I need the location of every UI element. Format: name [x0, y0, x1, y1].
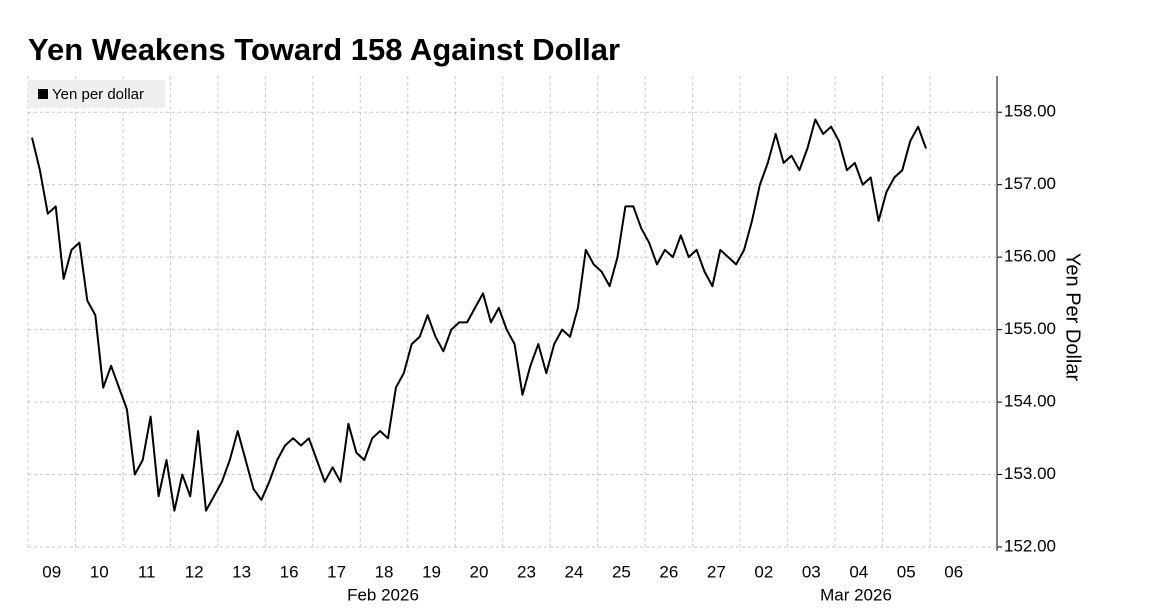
- x-tick-label: 26: [659, 562, 678, 581]
- x-tick-label: 09: [42, 562, 61, 581]
- legend-box: [28, 80, 165, 108]
- x-tick-label: 12: [185, 562, 204, 581]
- y-axis-label: Yen Per Dollar: [1062, 253, 1084, 382]
- x-tick-label: 16: [280, 562, 299, 581]
- y-tick-label: 158.00: [1004, 102, 1056, 121]
- x-tick-label: 06: [944, 562, 963, 581]
- y-tick-label: 156.00: [1004, 247, 1056, 266]
- y-tick-label: 157.00: [1004, 174, 1056, 193]
- x-tick-label: 18: [375, 562, 394, 581]
- x-tick-label: 24: [564, 562, 583, 581]
- y-tick-label: 152.00: [1004, 536, 1056, 555]
- x-tick-label: 13: [232, 562, 251, 581]
- x-tick-label: 05: [897, 562, 916, 581]
- month-label: Feb 2026: [347, 585, 419, 603]
- y-tick-label: 153.00: [1004, 464, 1056, 483]
- x-tick-label: 19: [422, 562, 441, 581]
- x-tick-label: 23: [517, 562, 536, 581]
- x-tick-label: 10: [90, 562, 109, 581]
- x-tick-label: 02: [754, 562, 773, 581]
- y-tick-label: 155.00: [1004, 319, 1056, 338]
- y-tick-label: 154.00: [1004, 392, 1056, 411]
- x-tick-label: 27: [707, 562, 726, 581]
- x-tick-label: 04: [849, 562, 868, 581]
- x-tick-label: 03: [802, 562, 821, 581]
- x-tick-label: 25: [612, 562, 631, 581]
- legend-swatch: [38, 89, 48, 99]
- x-tick-label: 20: [470, 562, 489, 581]
- x-tick-label: 11: [138, 562, 156, 581]
- x-tick-label: 17: [327, 562, 346, 581]
- price-line: [31, 118, 927, 512]
- month-label: Mar 2026: [820, 585, 892, 603]
- chart-title: Yen Weakens Toward 158 Against Dollar: [28, 32, 620, 67]
- legend-label: Yen per dollar: [52, 86, 144, 103]
